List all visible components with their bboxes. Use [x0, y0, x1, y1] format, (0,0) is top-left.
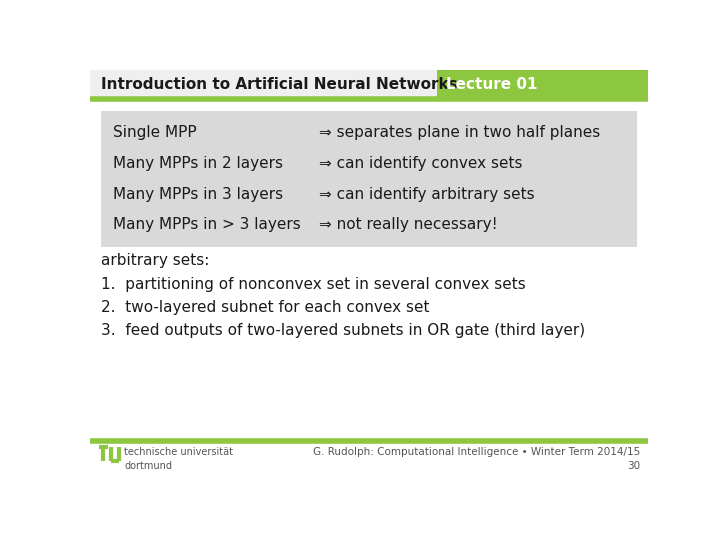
- Text: ⇒ not really necessary!: ⇒ not really necessary!: [319, 218, 498, 232]
- Text: Introduction to Artificial Neural Networks: Introduction to Artificial Neural Networ…: [101, 77, 457, 92]
- Text: arbitrary sets:: arbitrary sets:: [101, 253, 210, 268]
- Text: 2.  two-layered subnet for each convex set: 2. two-layered subnet for each convex se…: [101, 300, 429, 315]
- Text: Many MPPs in > 3 layers: Many MPPs in > 3 layers: [113, 218, 301, 232]
- FancyBboxPatch shape: [101, 111, 637, 247]
- Text: ⇒ can identify arbitrary sets: ⇒ can identify arbitrary sets: [319, 187, 534, 201]
- Text: Single MPP: Single MPP: [113, 125, 197, 140]
- Text: Lecture 01: Lecture 01: [446, 77, 538, 92]
- FancyBboxPatch shape: [437, 70, 648, 98]
- Text: Many MPPs in 2 layers: Many MPPs in 2 layers: [113, 156, 283, 171]
- Text: 3.  feed outputs of two-layered subnets in OR gate (third layer): 3. feed outputs of two-layered subnets i…: [101, 323, 585, 338]
- Text: G. Rudolph: Computational Intelligence • Winter Term 2014/15
30: G. Rudolph: Computational Intelligence •…: [313, 447, 640, 471]
- Text: 1.  partitioning of nonconvex set in several convex sets: 1. partitioning of nonconvex set in seve…: [101, 276, 526, 292]
- FancyBboxPatch shape: [90, 70, 437, 98]
- Text: Many MPPs in 3 layers: Many MPPs in 3 layers: [113, 187, 284, 201]
- Text: technische universität
dortmund: technische universität dortmund: [124, 447, 233, 471]
- Text: ⇒ separates plane in two half planes: ⇒ separates plane in two half planes: [319, 125, 600, 140]
- Text: ⇒ can identify convex sets: ⇒ can identify convex sets: [319, 156, 522, 171]
